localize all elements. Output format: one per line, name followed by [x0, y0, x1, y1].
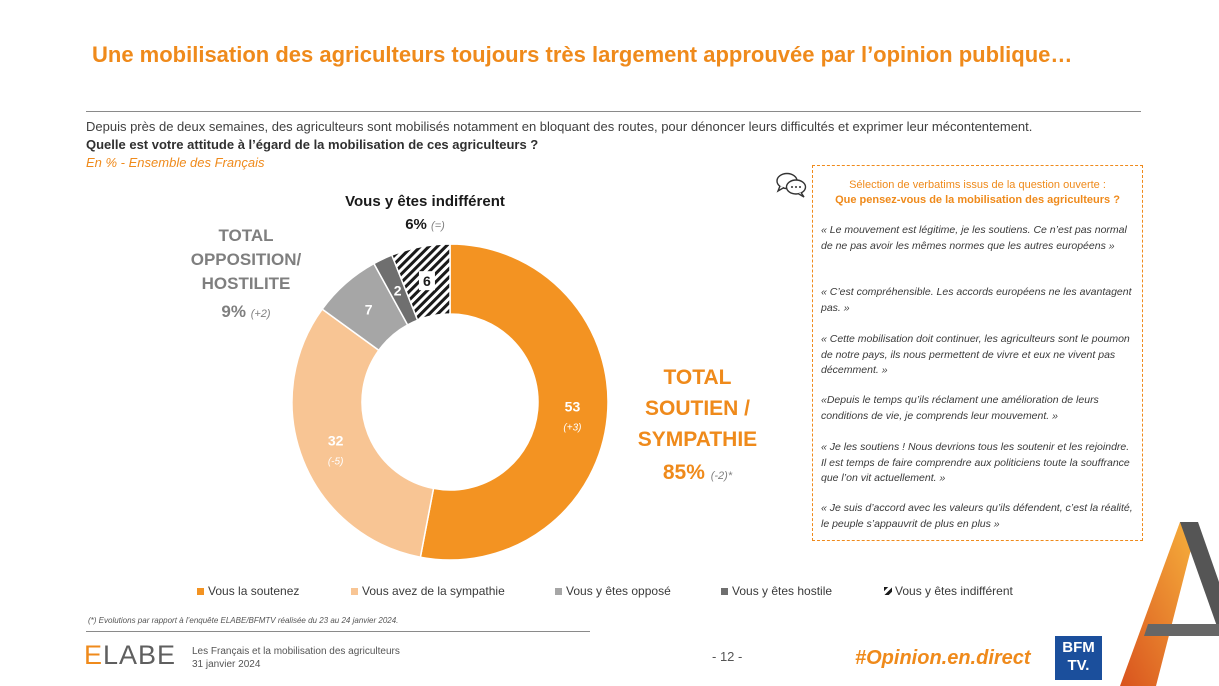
verbatim-quote: « C’est compréhensible. Les accords euro… — [821, 286, 1132, 314]
slice-value-label: 6 — [423, 273, 431, 289]
bfm-line2: TV. — [1067, 657, 1090, 674]
donut-slice-soutenez — [419, 243, 609, 561]
verbatims-heading-line1: Sélection de verbatims issus de la quest… — [849, 179, 1106, 191]
opposition-line1: TOTAL — [218, 226, 274, 245]
legend-swatch — [351, 587, 358, 595]
bfm-line1: BFM — [1062, 639, 1095, 656]
verbatim-quote: « Je suis d’accord avec les valeurs qu’i… — [821, 502, 1133, 530]
legend-label: Vous y êtes indifférent — [895, 584, 1013, 598]
indifferent-title: Vous y êtes indifférent — [345, 193, 505, 210]
study-title: Les Français et la mobilisation des agri… — [192, 646, 400, 657]
soutien-change: (-2)* — [710, 470, 733, 482]
elabe-corner-logo — [1120, 522, 1219, 686]
footer-divider — [86, 631, 590, 632]
slice-change-label: (-5) — [328, 456, 344, 467]
slide-title: Une mobilisation des agriculteurs toujou… — [92, 42, 1073, 67]
soutien-line2: SOUTIEN / — [644, 397, 750, 420]
slice-change-label: (+3) — [563, 423, 581, 434]
opposition-change: (+2) — [250, 308, 271, 320]
title-divider — [86, 111, 1141, 112]
opposition-value: 9% — [221, 302, 246, 321]
opposition-total-label: TOTAL OPPOSITION/ HOSTILITE 9% (+2) — [176, 224, 316, 326]
legend-swatch — [721, 587, 728, 595]
verbatims-heading-line2: Que pensez-vous de la mobilisation des a… — [835, 194, 1120, 206]
verbatims-heading: Sélection de verbatims issus de la quest… — [813, 178, 1142, 208]
soutien-value-line: 85% (-2)* — [620, 457, 775, 492]
base-text: En % - Ensemble des Français — [86, 155, 265, 170]
donut-chart: 53 (+3) 32 (-5) 7 2 6 — [291, 243, 609, 561]
opposition-line3: HOSTILITE — [201, 274, 291, 293]
slice-value-label: 2 — [394, 283, 402, 299]
legend-item-indifferent: Vous y êtes indifférent — [884, 584, 1013, 598]
chart-legend: Vous la soutenez Vous avez de la sympath… — [0, 584, 1219, 600]
slice-label-background — [418, 271, 435, 291]
legend-label: Vous la soutenez — [208, 584, 300, 598]
elabe-logo-rest: LABE — [103, 640, 177, 670]
opposition-value-line: 9% (+2) — [176, 300, 316, 326]
indifferent-label: Vous y êtes indifférent 6% (=) — [320, 193, 530, 233]
indifferent-change: (=) — [431, 220, 445, 232]
question-text: Quelle est votre attitude à l’égard de l… — [86, 137, 539, 152]
speech-bubbles-icon — [776, 172, 807, 198]
study-info: Les Français et la mobilisation des agri… — [192, 645, 400, 671]
elabe-logo: ELABE — [84, 640, 176, 671]
verbatim-quote: « Le mouvement est légitime, je les sout… — [821, 224, 1127, 252]
slice-value-label: 32 — [328, 432, 344, 448]
legend-item-hostile: Vous y êtes hostile — [721, 584, 832, 598]
verbatims-box: Sélection de verbatims issus de la quest… — [812, 165, 1143, 541]
opposition-line2: OPPOSITION/ — [190, 250, 302, 269]
legend-swatch — [555, 587, 562, 595]
soutien-line1: TOTAL — [663, 366, 732, 389]
legend-label: Vous avez de la sympathie — [362, 584, 505, 598]
indifferent-value-line: 6% (=) — [320, 216, 530, 233]
verbatim-quote: « Je les soutiens ! Nous devrions tous l… — [821, 441, 1130, 484]
elabe-logo-e: E — [84, 640, 104, 670]
intro-text: Depuis près de deux semaines, des agricu… — [86, 119, 1033, 134]
verbatim-quote: « Cette mobilisation doit continuer, les… — [821, 333, 1130, 376]
slice-value-label: 53 — [565, 399, 581, 415]
bfmtv-logo: BFM TV. — [1055, 636, 1102, 680]
page-number: - 12 - — [712, 649, 743, 664]
legend-item-oppose: Vous y êtes opposé — [555, 584, 671, 598]
footnote: (*) Evolutions par rapport à l’enquête E… — [88, 616, 399, 625]
legend-swatch — [884, 587, 892, 595]
legend-item-sympathie: Vous avez de la sympathie — [351, 584, 505, 598]
indifferent-value: 6% — [405, 216, 427, 233]
legend-item-soutenez: Vous la soutenez — [197, 584, 299, 598]
legend-label: Vous y êtes hostile — [732, 584, 833, 598]
legend-label: Vous y êtes opposé — [566, 584, 671, 598]
soutien-total-label: TOTAL SOUTIEN / SYMPATHIE 85% (-2)* — [620, 362, 775, 492]
slice-value-label: 7 — [365, 302, 373, 318]
legend-swatch — [197, 587, 204, 595]
study-date: 31 janvier 2024 — [192, 659, 261, 670]
verbatim-quote: «Depuis le temps qu’ils réclament une am… — [821, 394, 1099, 422]
donut-slice-sympathie — [291, 308, 435, 559]
soutien-value: 85% — [662, 461, 705, 484]
soutien-line3: SYMPATHIE — [637, 428, 758, 451]
hashtag: #Opinion.en.direct — [855, 647, 1031, 669]
